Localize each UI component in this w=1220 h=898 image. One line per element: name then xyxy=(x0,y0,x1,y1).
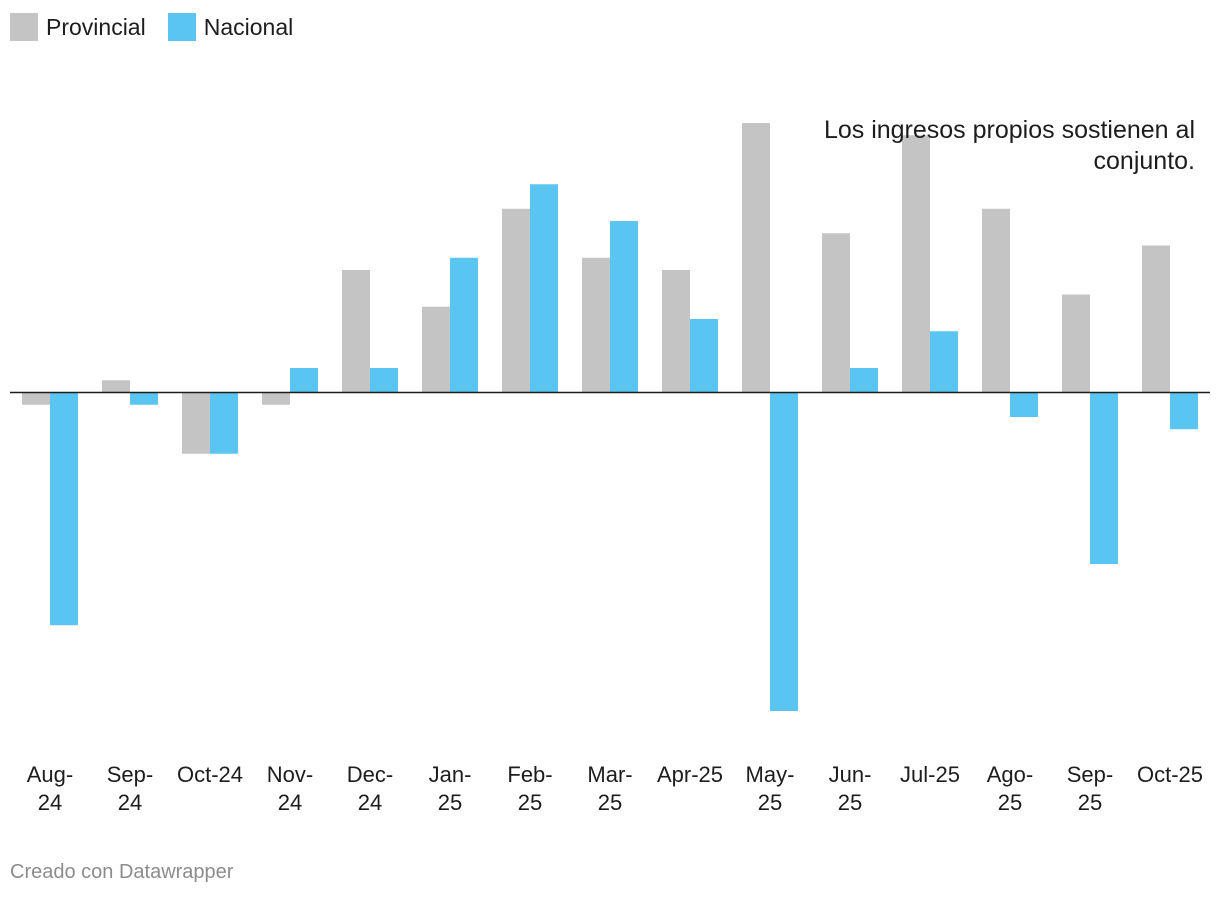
bar-nacional-9[interactable] xyxy=(770,392,798,712)
legend-item-provincial[interactable]: Provincial xyxy=(10,12,146,42)
bar-nacional-12[interactable] xyxy=(1010,392,1038,418)
bar-nacional-6[interactable] xyxy=(530,184,558,393)
bar-provincial-4[interactable] xyxy=(342,270,370,393)
x-tick-label: May-25 xyxy=(746,762,795,815)
bars xyxy=(22,123,1198,711)
bar-provincial-1[interactable] xyxy=(102,380,130,393)
x-tick-label: Nov-24 xyxy=(267,762,313,815)
bar-provincial-3[interactable] xyxy=(262,392,290,405)
bar-nacional-5[interactable] xyxy=(450,257,478,393)
bar-provincial-14[interactable] xyxy=(1142,245,1170,393)
x-tick-label: Apr-25 xyxy=(657,762,723,787)
x-tick-label: Sep-24 xyxy=(107,762,153,815)
x-tick-label: Oct-24 xyxy=(177,762,243,787)
legend-label-nacional: Nacional xyxy=(203,14,294,40)
bar-provincial-6[interactable] xyxy=(502,208,530,393)
bar-nacional-3[interactable] xyxy=(290,368,318,393)
bar-provincial-12[interactable] xyxy=(982,208,1010,393)
bar-nacional-4[interactable] xyxy=(370,368,398,393)
legend: Provincial Nacional xyxy=(10,12,293,42)
x-tick-label: Feb-25 xyxy=(507,762,552,815)
bar-provincial-10[interactable] xyxy=(822,233,850,393)
bar-provincial-0[interactable] xyxy=(22,392,50,405)
x-tick-label: Jan-25 xyxy=(429,762,472,815)
bar-nacional-10[interactable] xyxy=(850,368,878,393)
bar-nacional-2[interactable] xyxy=(210,392,238,454)
bar-nacional-7[interactable] xyxy=(610,221,638,393)
x-tick-label: Mar-25 xyxy=(587,762,632,815)
x-tick-label: Aug-24 xyxy=(27,762,73,815)
legend-swatch-nacional xyxy=(167,13,196,41)
legend-label-provincial: Provincial xyxy=(46,14,146,40)
bar-nacional-13[interactable] xyxy=(1090,392,1118,565)
x-tick-label: Oct-25 xyxy=(1137,762,1203,787)
bar-provincial-2[interactable] xyxy=(182,392,210,454)
bar-nacional-0[interactable] xyxy=(50,392,78,626)
x-tick-label: Dec-24 xyxy=(347,762,393,815)
x-tick-label: Sep-25 xyxy=(1067,762,1113,815)
x-tick-label: Ago-25 xyxy=(987,762,1033,815)
bar-nacional-11[interactable] xyxy=(930,331,958,393)
bar-provincial-11[interactable] xyxy=(902,135,930,393)
x-tick-label: Jun-25 xyxy=(829,762,872,815)
x-tick-label: Jul-25 xyxy=(900,762,960,787)
bar-nacional-1[interactable] xyxy=(130,392,158,405)
bar-provincial-7[interactable] xyxy=(582,257,610,393)
bar-provincial-13[interactable] xyxy=(1062,294,1090,393)
bar-provincial-8[interactable] xyxy=(662,270,690,393)
bar-provincial-9[interactable] xyxy=(742,123,770,393)
bar-nacional-14[interactable] xyxy=(1170,392,1198,430)
footer-credit[interactable]: Creado con Datawrapper xyxy=(10,861,234,883)
annotation: Los ingresos propios sostienen al conjunt… xyxy=(824,116,1195,175)
legend-swatch-provincial xyxy=(10,13,38,41)
bar-provincial-5[interactable] xyxy=(422,306,450,393)
bar-nacional-8[interactable] xyxy=(690,319,718,393)
legend-item-nacional[interactable]: Nacional xyxy=(167,12,294,42)
